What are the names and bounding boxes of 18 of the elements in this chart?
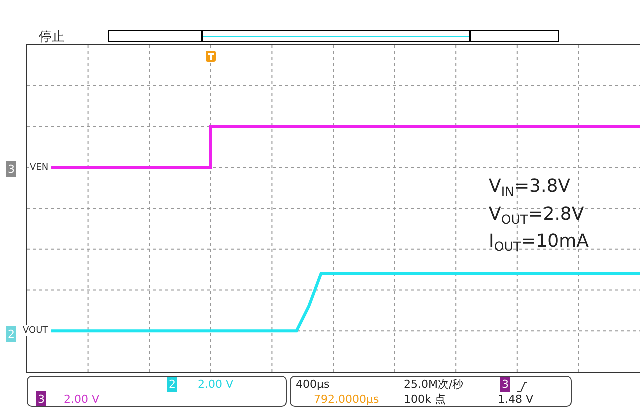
text: 3 (502, 378, 509, 391)
text: 400µs (296, 378, 330, 391)
text: 2.00 V (64, 393, 100, 406)
text: 3 (8, 163, 15, 176)
text: 3 (38, 393, 45, 406)
series-label: VEN (30, 163, 49, 173)
text: 2.00 V (198, 378, 234, 391)
text: 2 (8, 328, 15, 341)
text: 1.48 V (498, 393, 534, 406)
annotation: V$_{OUT}$=2.8V (489, 204, 585, 227)
annotation: V$_{IN}$=3.8V (489, 176, 572, 199)
text: 100k 点 (404, 393, 446, 406)
series-label: VOUT (23, 326, 49, 336)
text: 792.0000µs (314, 393, 380, 406)
text: 停止 (39, 30, 65, 45)
text: 2 (169, 378, 176, 391)
annotation: I$_{OUT}$=10mA (489, 231, 590, 254)
text: 25.0M次/秒 (404, 378, 464, 391)
